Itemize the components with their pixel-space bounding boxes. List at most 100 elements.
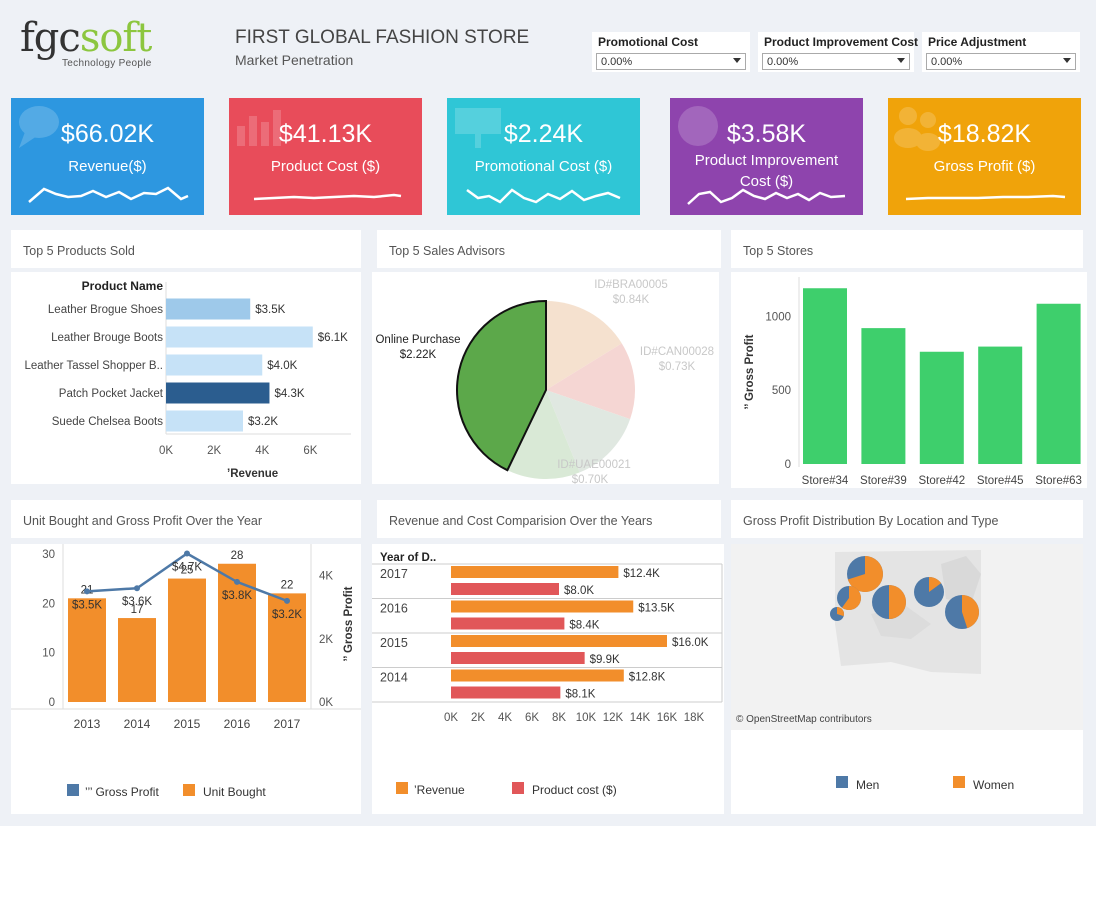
legend-label: ’Revenue [414,783,465,797]
logo-tagline: Technology People [62,58,152,69]
category-label: 2014 [380,671,408,685]
kpi-card-promotional-cost[interactable]: $2.24K Promotional Cost ($) [447,98,640,215]
geo-map-panel: Men Women © OpenStreetMap contributors [731,544,1083,814]
data-label: $12.8K [629,672,666,684]
kpi-card-revenue[interactable]: $66.02K Revenue($) [11,98,204,215]
axis-title: ’’ Gross Profit [343,586,355,661]
kpi-label: Promotional Cost ($) [474,158,613,175]
tick-label: 10K [576,712,597,724]
chevron-down-icon [733,58,741,63]
axis-title: ’Revenue [227,468,278,480]
advisors-chart-panel: Online Purchase $2.22K ID#BRA00005 $0.84K ID… [372,272,719,486]
tick-label: 4K [319,571,333,583]
legend-label: Women [973,778,1014,792]
product-improvement-cost-dropdown[interactable]: 0.00% [762,53,910,70]
param-value: 0.00% [767,56,799,68]
globe-icon [678,106,718,146]
kpi-sparkline [687,188,846,205]
price-adjustment-dropdown[interactable]: 0.00% [926,53,1076,70]
category-label: 2014 [124,717,151,731]
bar [978,346,1023,464]
bar [68,598,106,702]
data-label: $8.1K [565,689,595,701]
stores-chart-panel: ’’ Gross Profit 0 500 1000 Store#34 Store#39 S… [731,272,1087,488]
revcost-panel-title: Revenue and Cost Comparision Over the Ye… [377,500,721,538]
tick-label: 0K [159,445,173,457]
tick-label: 6K [525,712,539,724]
tick-label: 0 [785,459,791,471]
category-header: Product Name [82,279,164,293]
category-label: Leather Brogue Shoes [48,304,163,316]
pie-slice [546,390,631,473]
param-label: Product Improvement Cost [764,35,919,49]
bar [451,686,561,699]
kpi-value: $41.13K [278,120,373,148]
geo-map[interactable]: Men Women [731,544,1083,814]
data-label: 25 [181,565,194,577]
category-label: 2015 [174,717,201,731]
tick-label: 6K [303,445,317,457]
line-point [84,588,90,595]
bar [451,669,624,682]
kpi-sparkline [466,188,621,204]
page-title: FIRST GLOBAL FASHION STORE [235,27,530,48]
data-label: 22 [281,579,294,591]
speech-bubble-icon [19,106,59,148]
map-pie-slice [841,586,861,610]
tick-label: 4K [498,712,512,724]
advisors-pie-chart: Online Purchase $2.22K ID#BRA00005 $0.84K ID… [375,279,714,486]
data-label: $3.5K [72,599,102,611]
tick-label: 0 [49,697,55,709]
data-label: $4.0K [267,360,297,372]
category-label: Suede Chelsea Boots [52,416,163,428]
bar [166,410,243,432]
promotional-cost-dropdown[interactable]: 0.00% [596,53,746,70]
legend-label: Unit Bought [203,785,266,799]
kpi-label: Product Improvement Cost ($) [694,152,839,190]
map-credit: © OpenStreetMap contributors [736,714,872,725]
param-value: 0.00% [931,56,963,68]
stores-panel-title: Top 5 Stores [731,230,1083,268]
data-label: $16.0K [672,637,709,649]
chevron-down-icon [1063,58,1071,63]
category-label: Leather Tassel Shopper B.. [24,360,163,372]
tick-label: 0K [444,712,458,724]
pie-slice [507,390,580,479]
logo-main-text: fgc [20,15,81,61]
data-label: $3.5K [255,304,285,316]
tick-label: 20 [42,598,55,610]
tick-label: 16K [657,712,678,724]
slice-label: ID#BRA00005 [594,279,668,291]
tick-label: 18K [684,712,705,724]
kpi-card-product-cost[interactable]: $41.13K Product Cost ($) [229,98,422,215]
kpi-value: $2.24K [503,120,584,148]
slice-label: ID#CAN00028 [640,346,714,358]
param-label: Price Adjustment [928,35,1027,49]
map-landmass [941,556,981,604]
kpi-value: $3.58K [726,120,807,148]
kpi-sparkline [28,186,189,203]
people-icon [894,107,940,151]
kpi-value: $66.02K [60,120,155,148]
axis-title: ’’ Gross Profit [744,334,756,409]
bar [919,351,964,464]
tick-label: 4K [255,445,269,457]
kpi-card-gross-profit[interactable]: $18.82K Gross Profit ($) [888,98,1081,215]
logo: fgcsoft Technology People [20,18,170,74]
bar-chart-icon [237,110,281,146]
legend-swatch [67,784,79,796]
legend-swatch [396,782,408,794]
tick-label: 30 [42,549,55,561]
revcost-chart: Year of D.. 2017 $12.4K $8.0K 2016 $13.5K $8.4… [372,552,723,797]
kpi-value: $18.82K [937,120,1032,148]
stores-chart: ’’ Gross Profit 0 500 1000 Store#34 Store#39 S… [744,277,1082,487]
price-adjustment-param: Price Adjustment 0.00% [922,32,1080,72]
bar [861,328,906,464]
kpi-sparkline [905,194,1066,201]
legend-swatch [953,776,965,788]
kpi-card-product-improvement-cost[interactable]: $3.58K Product Improvement Cost ($) [670,98,863,215]
units-panel-title: Unit Bought and Gross Profit Over the Ye… [11,500,361,538]
tick-label: 1000 [765,311,791,323]
